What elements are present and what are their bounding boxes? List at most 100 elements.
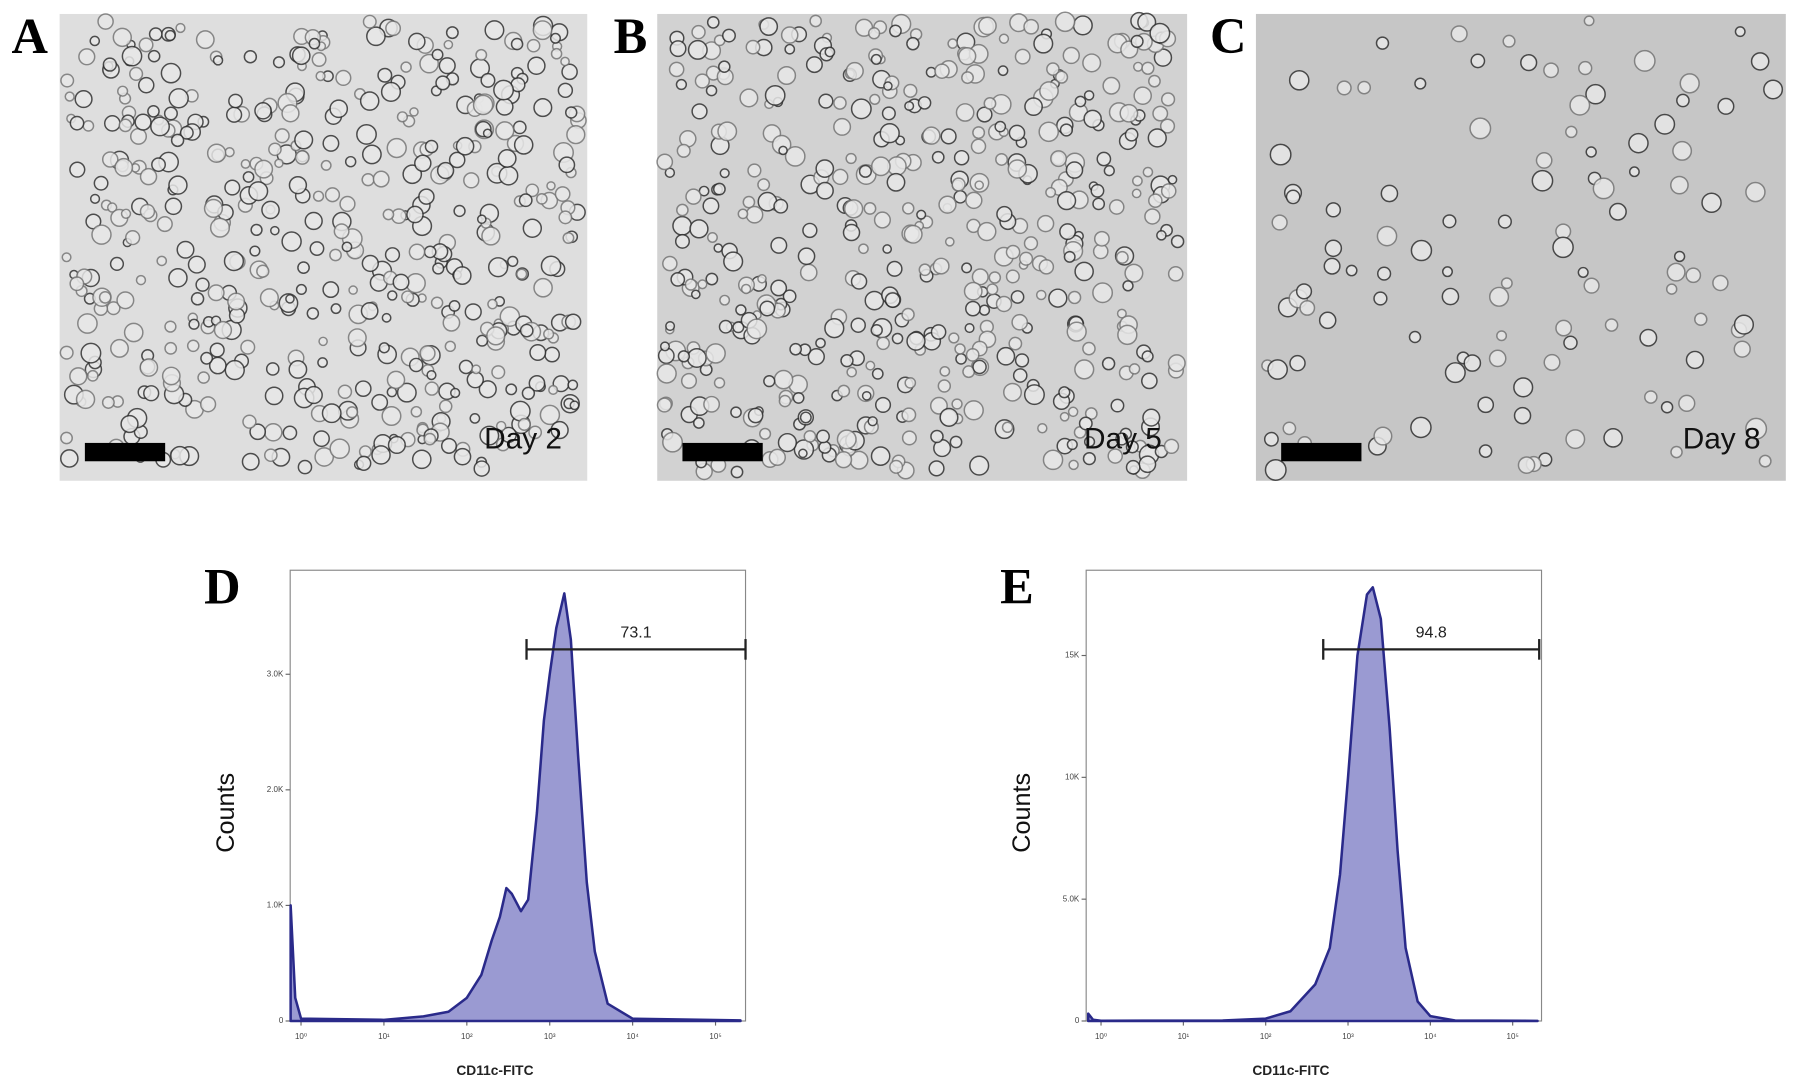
cell xyxy=(335,69,352,86)
cell xyxy=(411,449,432,470)
cell xyxy=(170,133,185,148)
histogram-area xyxy=(289,592,742,1023)
cell xyxy=(1141,350,1154,363)
cell xyxy=(569,400,580,411)
cell xyxy=(1282,421,1297,436)
cell xyxy=(322,134,340,152)
cell xyxy=(1676,93,1690,108)
cell xyxy=(424,381,440,396)
cell xyxy=(871,367,884,380)
cell xyxy=(983,97,997,110)
cell xyxy=(843,199,864,219)
cell xyxy=(1152,105,1169,122)
cell xyxy=(1478,444,1493,458)
cell xyxy=(1517,456,1536,474)
cell xyxy=(850,98,872,120)
cell xyxy=(486,326,506,346)
cell xyxy=(780,26,799,44)
cell xyxy=(256,264,270,278)
cell xyxy=(448,299,461,312)
cell xyxy=(455,136,475,156)
cell xyxy=(304,385,323,405)
cell xyxy=(476,214,487,225)
cell xyxy=(974,180,985,190)
cell xyxy=(297,261,310,275)
cell xyxy=(285,294,295,304)
cell xyxy=(1170,234,1185,249)
cell xyxy=(1685,350,1705,370)
cell xyxy=(1578,60,1593,76)
micrograph xyxy=(1255,13,1786,481)
cell xyxy=(408,243,426,261)
cell xyxy=(656,363,677,384)
cell xyxy=(77,313,98,334)
cell xyxy=(1583,277,1600,294)
cell xyxy=(89,35,101,47)
cell xyxy=(114,157,134,177)
cell xyxy=(263,422,283,442)
cell xyxy=(121,45,143,67)
cell xyxy=(836,429,857,450)
cell xyxy=(561,63,578,81)
cell xyxy=(901,307,915,322)
cell xyxy=(60,449,79,468)
cell xyxy=(1414,77,1427,90)
cell xyxy=(106,202,118,213)
cell xyxy=(550,47,563,60)
cell xyxy=(1513,377,1534,398)
cell xyxy=(934,63,950,79)
cell xyxy=(886,260,903,277)
cell xyxy=(259,288,279,308)
cell xyxy=(1670,175,1689,195)
cell xyxy=(994,120,1007,133)
cell xyxy=(240,339,256,355)
cell xyxy=(1488,286,1510,307)
cell xyxy=(782,289,797,304)
cell xyxy=(707,232,718,243)
y-tick-label: 3.0K xyxy=(267,669,284,678)
cell xyxy=(1074,95,1087,108)
cell xyxy=(713,243,724,253)
cell xyxy=(676,143,691,158)
cell xyxy=(904,100,915,112)
cell xyxy=(562,232,575,245)
cell xyxy=(1604,318,1619,332)
cell xyxy=(308,37,321,50)
cell xyxy=(337,384,353,400)
cell xyxy=(996,346,1016,366)
cell xyxy=(816,181,834,200)
cell xyxy=(227,292,246,311)
cell xyxy=(263,448,278,463)
cell xyxy=(440,437,458,454)
cell xyxy=(1138,455,1157,474)
cell xyxy=(1496,330,1508,342)
cell xyxy=(713,377,726,389)
cell xyxy=(730,406,742,419)
cell xyxy=(164,197,183,216)
cell xyxy=(1092,282,1114,304)
cell xyxy=(1005,269,1020,284)
cell xyxy=(1712,274,1729,292)
cell xyxy=(317,357,328,368)
cell xyxy=(1289,354,1306,372)
cell xyxy=(543,328,555,340)
cell xyxy=(566,124,586,145)
cell xyxy=(288,175,308,195)
cell xyxy=(548,384,559,396)
cell xyxy=(339,195,356,213)
cell xyxy=(522,218,543,238)
cell xyxy=(712,182,726,196)
cell xyxy=(757,178,771,192)
cell xyxy=(759,300,776,317)
cell xyxy=(1555,319,1573,337)
cell xyxy=(442,313,461,332)
cell xyxy=(763,374,776,388)
panel-label: D xyxy=(204,559,240,615)
cell xyxy=(540,255,562,277)
cell xyxy=(840,353,854,368)
cell xyxy=(281,231,302,252)
cell xyxy=(101,395,115,409)
cell xyxy=(1115,432,1129,446)
cell xyxy=(705,272,719,286)
cell xyxy=(487,298,498,310)
